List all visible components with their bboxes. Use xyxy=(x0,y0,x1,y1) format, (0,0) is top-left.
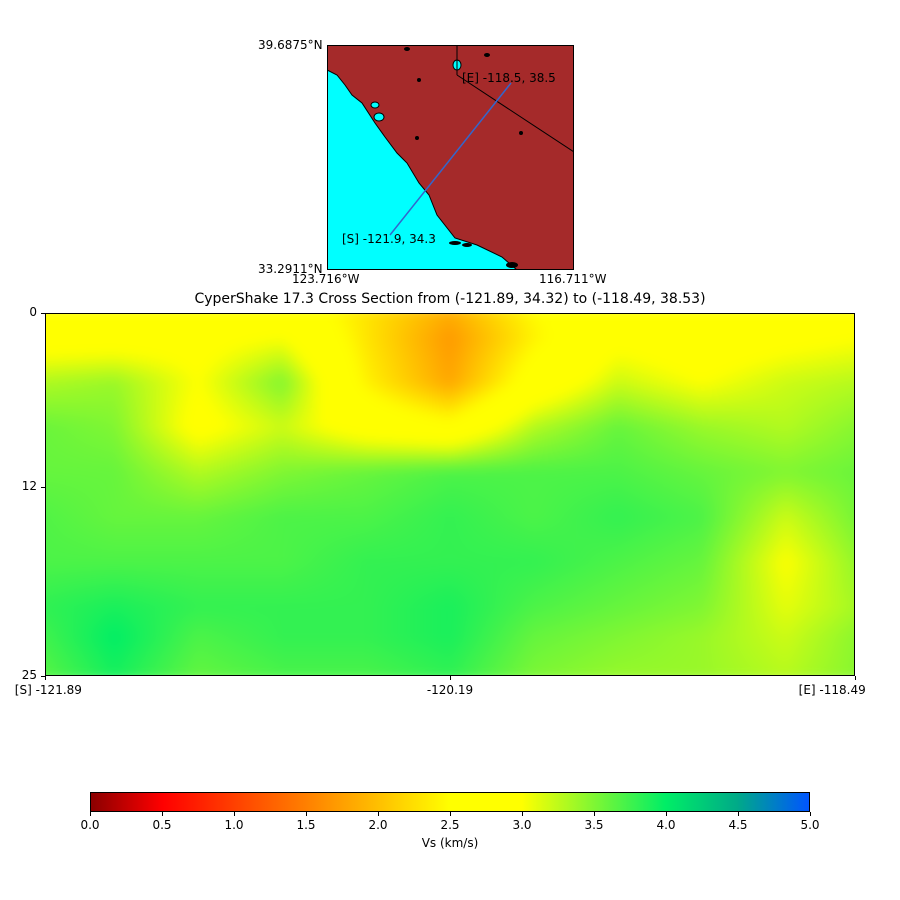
x-tick-mark xyxy=(855,676,856,680)
colorbar-tick-mark xyxy=(378,812,379,816)
y-tick-label: 25 xyxy=(21,668,37,682)
colorbar-tick-label: 2.0 xyxy=(368,818,388,832)
colorbar-label: Vs (km/s) xyxy=(421,836,479,850)
colorbar-tick-mark xyxy=(666,812,667,816)
colorbar-tick-label: 3.5 xyxy=(584,818,604,832)
colorbar-tick-label: 0.5 xyxy=(152,818,172,832)
x-tick-label: -120.19 xyxy=(426,683,474,697)
colorbar-tick-mark xyxy=(234,812,235,816)
island-shape xyxy=(449,241,461,245)
island-shape xyxy=(462,243,472,247)
colorbar-tick-label: 1.0 xyxy=(224,818,244,832)
map-lon-right: 116.711°W xyxy=(539,272,607,286)
island-shape xyxy=(417,78,421,82)
lake-shape xyxy=(373,112,385,122)
chart-title: CyperShake 17.3 Cross Section from (-121… xyxy=(194,291,706,307)
colorbar-tick-label: 1.5 xyxy=(296,818,316,832)
state-border xyxy=(456,74,574,153)
y-tick-mark xyxy=(41,487,45,489)
y-tick-label: 0 xyxy=(29,305,37,319)
island-shape xyxy=(484,53,490,57)
colorbar-tick-label: 2.5 xyxy=(440,818,460,832)
x-tick-mark xyxy=(450,676,451,680)
map-frame xyxy=(327,45,574,270)
lake-shape xyxy=(370,101,380,109)
colorbar-tick-mark xyxy=(594,812,595,816)
colorbar-tick-label: 3.0 xyxy=(512,818,532,832)
heatmap-canvas xyxy=(46,314,854,675)
map-land xyxy=(327,45,574,270)
island-shape xyxy=(506,262,518,268)
colorbar-tick-mark xyxy=(450,812,451,816)
island-shape xyxy=(404,47,410,51)
island-shape xyxy=(415,136,419,140)
heatmap-plot xyxy=(45,313,855,676)
colorbar-tick-mark xyxy=(162,812,163,816)
map-lat-bottom: 33.2911°N xyxy=(258,262,323,276)
colorbar-tick-mark xyxy=(738,812,739,816)
cross-section-line xyxy=(389,82,512,236)
colorbar-tick-mark xyxy=(306,812,307,816)
colorbar-tick-mark xyxy=(522,812,523,816)
colorbar-tick-label: 4.0 xyxy=(656,818,676,832)
colorbar-tick-label: 4.5 xyxy=(728,818,748,832)
y-tick-label: 12 xyxy=(21,479,37,494)
start-point-label: [S] -121.9, 34.3 xyxy=(342,232,436,246)
y-tick-mark xyxy=(41,676,45,677)
map-lat-top: 39.6875°N xyxy=(258,38,323,52)
island-shape xyxy=(519,131,523,135)
colorbar-tick-mark xyxy=(90,812,91,816)
x-tick-label: [S] -121.89 xyxy=(14,683,82,697)
x-tick-label: [E] -118.49 xyxy=(798,683,866,697)
colorbar xyxy=(90,792,810,812)
inset-map: [E] -118.5, 38.5 [S] -121.9, 34.3 xyxy=(327,45,574,270)
end-point-label: [E] -118.5, 38.5 xyxy=(462,71,556,85)
y-tick-mark xyxy=(41,313,45,314)
colorbar-tick-mark xyxy=(810,812,811,816)
x-tick-mark xyxy=(45,676,46,680)
colorbar-tick-label: 0.0 xyxy=(80,818,100,832)
colorbar-tick-label: 5.0 xyxy=(800,818,820,832)
map-lon-left: 123.716°W xyxy=(292,272,360,286)
